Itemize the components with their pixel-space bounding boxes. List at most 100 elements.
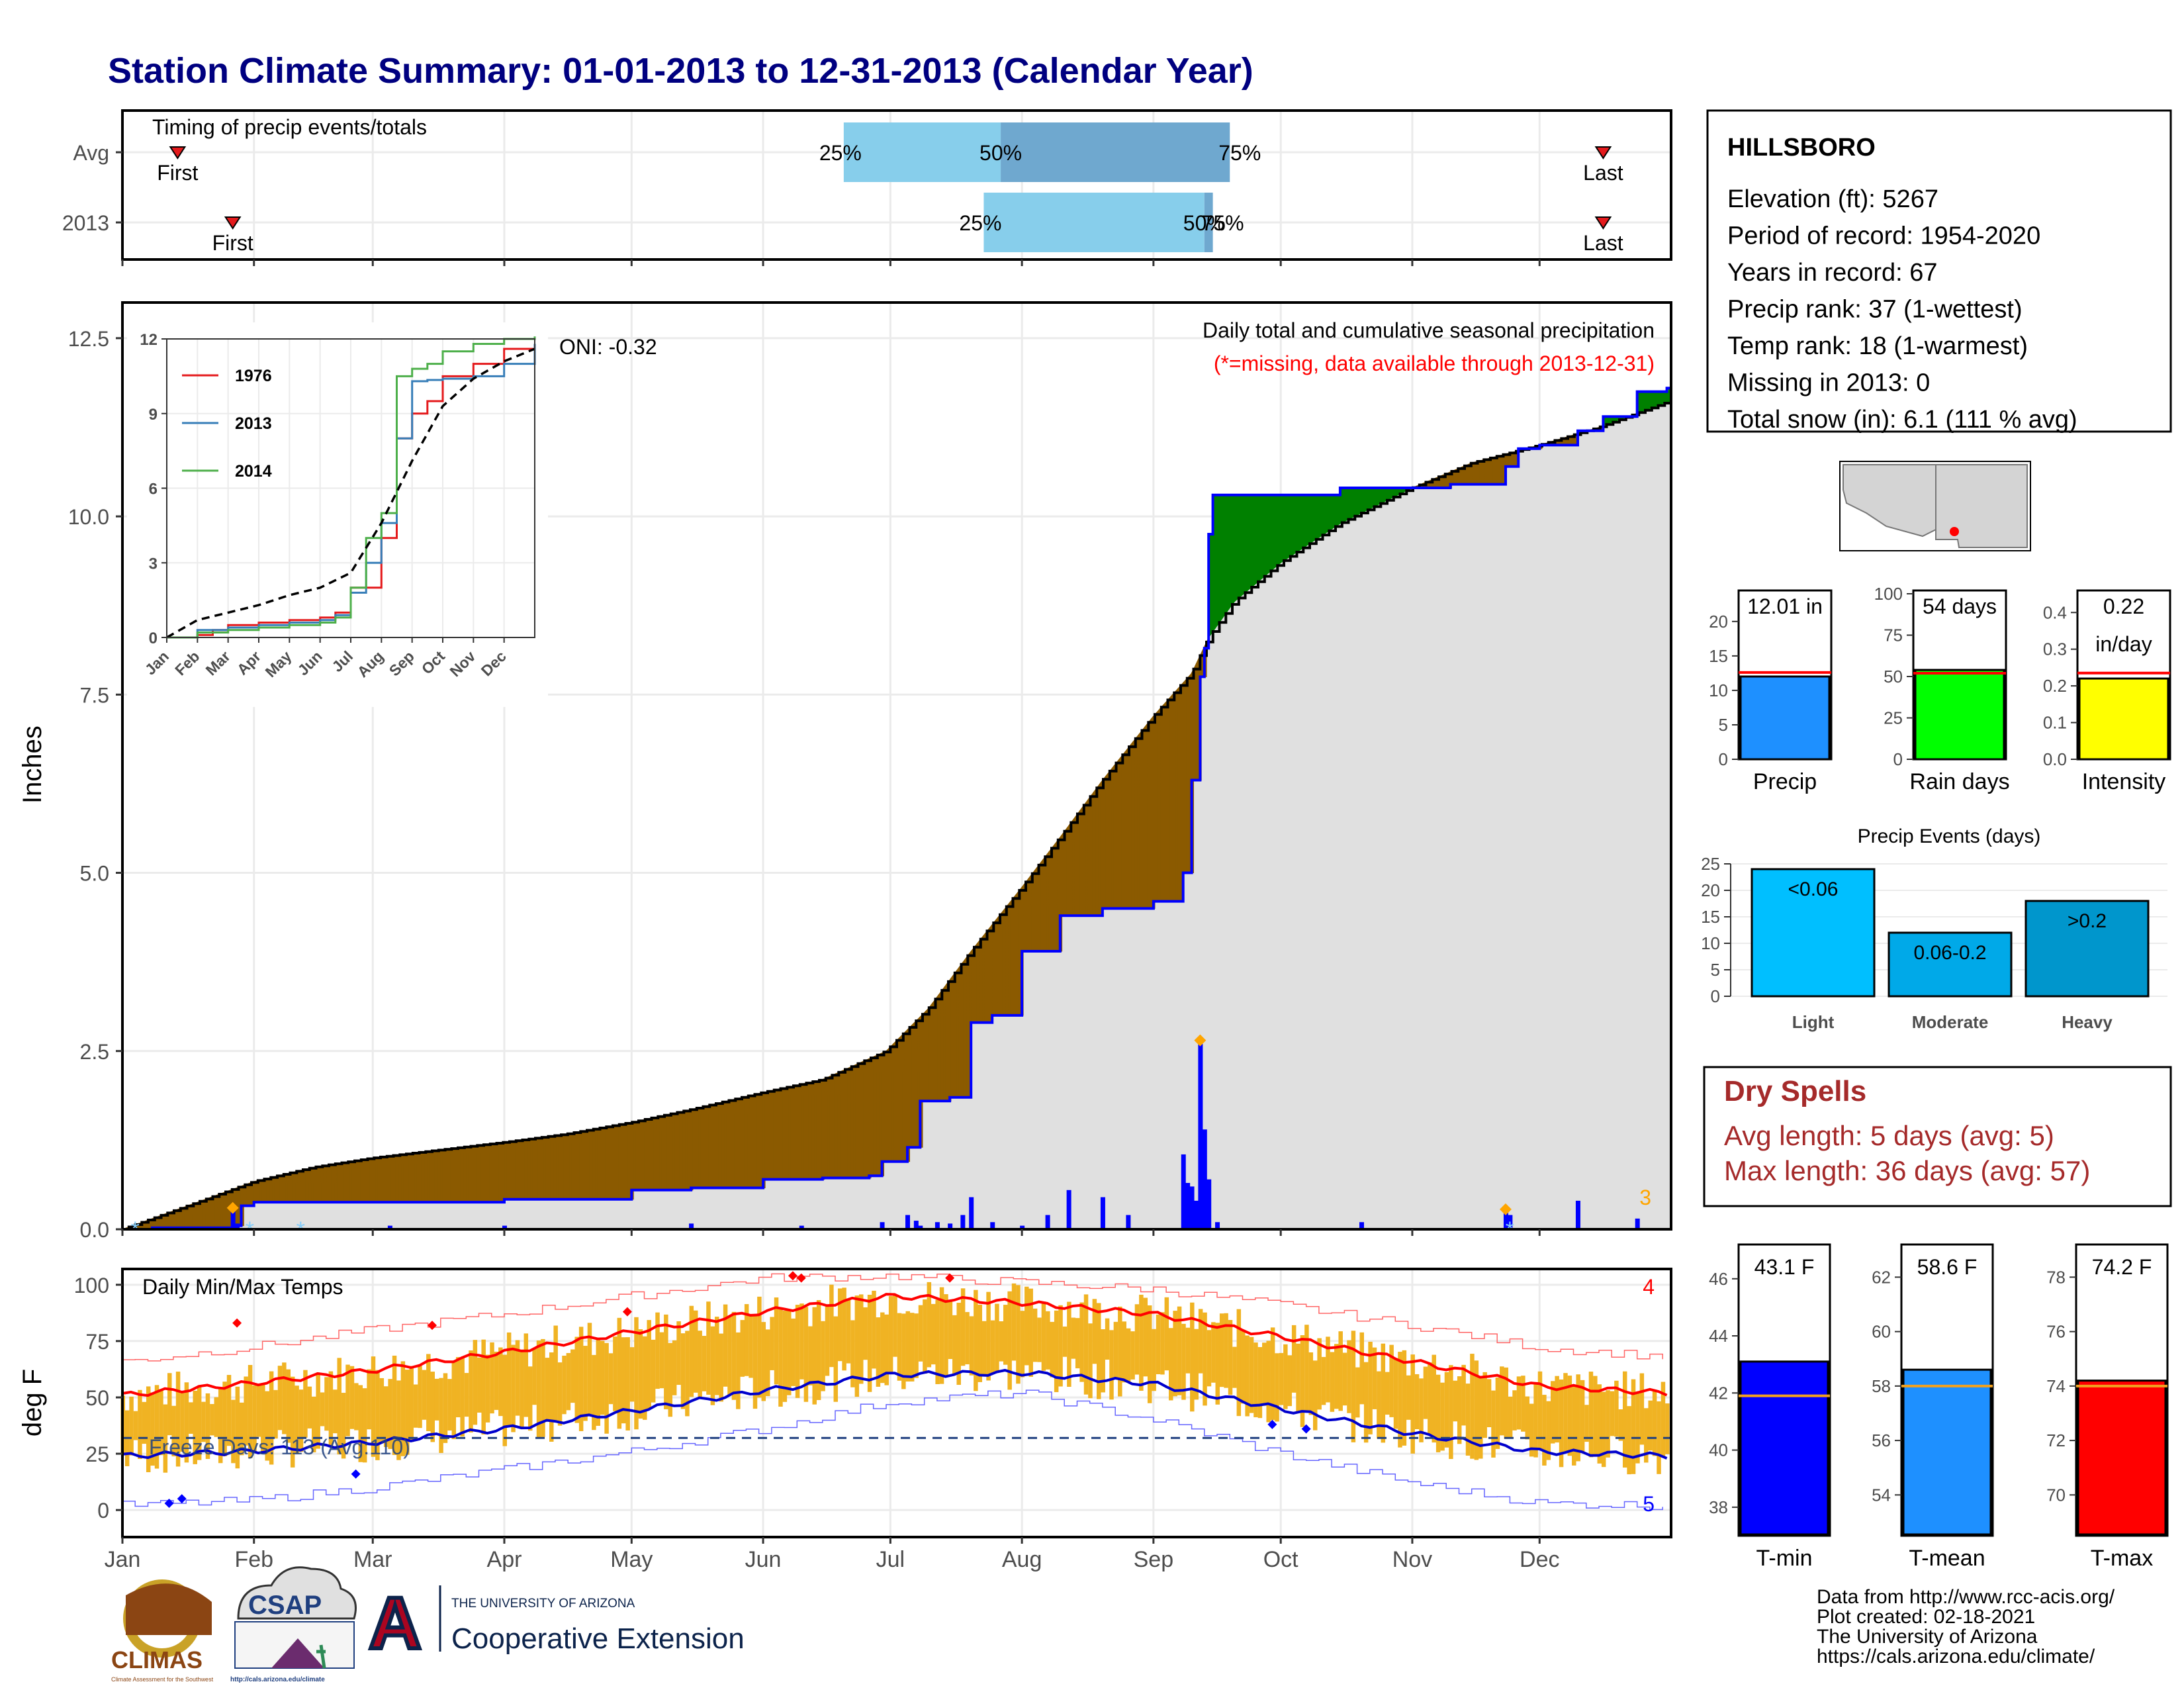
daily-temp-bar xyxy=(1550,1381,1555,1444)
summary-bar-tick-label: 0.0 xyxy=(2043,749,2067,769)
daily-temp-bar xyxy=(1075,1318,1080,1369)
daily-temp-bar xyxy=(1113,1321,1118,1378)
daily-temp-bar xyxy=(1046,1311,1050,1370)
inset-y-tick-label: 3 xyxy=(149,555,158,573)
station-box: HILLSBORO Elevation (ft): 5267 Period of … xyxy=(1706,109,2172,434)
last-event-marker xyxy=(1594,146,1612,160)
daily-temp-bar xyxy=(541,1338,545,1437)
daily-temp-bar xyxy=(816,1300,821,1400)
daily-temp-bar xyxy=(1542,1395,1547,1466)
daily-temp-bar xyxy=(1203,1312,1207,1406)
daily-temp-bar xyxy=(1495,1377,1500,1449)
precip-panel-header: Daily total and cumulative seasonal prec… xyxy=(1203,318,1655,342)
daily-temp-bar xyxy=(502,1354,507,1446)
precip-event-bar xyxy=(1751,868,1876,998)
daily-temp-bar xyxy=(850,1320,855,1387)
daily-precip-bar xyxy=(1100,1197,1105,1229)
daily-temp-bar xyxy=(1601,1391,1606,1468)
temp-x-tick-label: Nov xyxy=(1392,1547,1432,1572)
climas-logo-subtext: Climate Assessment for the Southwest xyxy=(111,1676,214,1683)
daily-temp-bar xyxy=(1479,1378,1483,1459)
daily-temp-bar xyxy=(1347,1340,1351,1413)
daily-temp-bar xyxy=(1249,1336,1254,1413)
timing-panel-frame xyxy=(121,109,1672,261)
temp-x-tick-label: Dec xyxy=(1520,1547,1559,1572)
daily-temp-bar xyxy=(1300,1335,1305,1427)
daily-temp-bar xyxy=(1622,1371,1627,1468)
daily-temp-bar xyxy=(226,1375,232,1446)
daily-temp-bar xyxy=(1521,1376,1525,1432)
daily-temp-bar xyxy=(1423,1366,1428,1419)
temp-bar-tick-label: 56 xyxy=(1872,1430,1891,1450)
dry-spells-max: Max length: 36 days (avg: 57) xyxy=(1724,1155,2090,1186)
dry-spells-avg: Avg length: 5 days (avg: 5) xyxy=(1724,1120,2054,1151)
temp-y-tick-label: 0 xyxy=(97,1499,109,1523)
temp-x-tick-label: Jan xyxy=(105,1547,141,1572)
summary-bar-tick-label: 100 xyxy=(1874,584,1903,604)
daily-temp-bar xyxy=(876,1317,881,1387)
daily-temp-bar xyxy=(277,1366,283,1430)
timing-p25-label: 25% xyxy=(959,211,1001,235)
daily-temp-bar xyxy=(1342,1352,1347,1406)
daily-temp-bar xyxy=(1050,1321,1054,1378)
daily-temp-bar xyxy=(774,1297,779,1385)
daily-temp-bar xyxy=(608,1353,614,1405)
daily-temp-bar xyxy=(1194,1329,1199,1400)
daily-temp-bar xyxy=(413,1384,418,1428)
precip-panel-frame xyxy=(121,301,1672,1231)
daily-temp-bar xyxy=(400,1361,406,1456)
daily-temp-bar xyxy=(1088,1323,1093,1399)
daily-temp-bar xyxy=(1312,1360,1318,1430)
temp-x-tick-label: Sep xyxy=(1134,1547,1174,1572)
precip-event-bar xyxy=(1888,931,2013,998)
daily-temp-bar xyxy=(341,1393,346,1459)
daily-temp-bar xyxy=(1486,1379,1492,1428)
daily-temp-bar xyxy=(557,1362,563,1426)
daily-temp-bar xyxy=(689,1305,694,1397)
inset-series-line xyxy=(167,336,536,639)
temp-x-tick-label: Jul xyxy=(876,1547,905,1572)
summary-bar-value-label: 12.01 in xyxy=(1747,594,1823,618)
locator-map xyxy=(1839,461,2031,551)
temp-y-tick-label: 50 xyxy=(85,1386,109,1410)
daily-temp-bar xyxy=(1648,1400,1653,1451)
daily-temp-bar xyxy=(1007,1291,1012,1390)
daily-temp-bar xyxy=(1215,1323,1220,1405)
daily-temp-bar xyxy=(532,1348,537,1405)
daily-temp-bar xyxy=(536,1340,541,1438)
station-info-line: Missing in 2013: 0 xyxy=(1727,369,1930,397)
precip-y-tick-label: 7.5 xyxy=(80,683,109,707)
csap-mountain-icon xyxy=(271,1638,324,1668)
daily-temp-bar xyxy=(1152,1329,1156,1391)
daily-temp-bar xyxy=(1627,1406,1631,1475)
inset-y-tick-label: 0 xyxy=(149,630,158,647)
daily-temp-bar xyxy=(680,1333,686,1409)
temp-x-tick-label: Feb xyxy=(234,1547,273,1572)
temp-bar-tick-label: 58 xyxy=(1872,1376,1891,1396)
summary-bar-tick-label: 0 xyxy=(1719,749,1728,769)
temp-y-axis-label: deg F xyxy=(18,1369,47,1436)
daily-temp-bar xyxy=(863,1307,868,1360)
timing-iqr-upper-bar xyxy=(1001,122,1230,182)
daily-temp-bar xyxy=(727,1315,732,1395)
daily-temp-bar xyxy=(880,1312,885,1383)
daily-temp-bar xyxy=(914,1313,919,1378)
daily-temp-bar xyxy=(443,1373,448,1443)
daily-temp-bar xyxy=(974,1289,978,1391)
record-low-marker xyxy=(1301,1424,1311,1434)
daily-temp-bar xyxy=(1449,1365,1453,1460)
daily-temp-bar xyxy=(629,1347,635,1402)
temp-summary-bars: 38 40 42 44 46 43.1 F T-min 54 56 58 60 62 58.6 F T-m… xyxy=(1709,1243,2169,1571)
daily-temp-bar xyxy=(935,1299,940,1384)
credit-line-data: Data from http://www.rcc-acis.org/ xyxy=(1817,1586,2115,1608)
daily-temp-bar xyxy=(1118,1306,1122,1397)
daily-temp-bar xyxy=(1283,1344,1288,1409)
summary-bar-tick-label: 0.2 xyxy=(2043,676,2067,696)
record-min-line xyxy=(122,1389,1663,1511)
daily-temp-bar xyxy=(1482,1372,1487,1438)
station-info-line: Period of record: 1954-2020 xyxy=(1727,222,2040,250)
inset-legend-label: 2013 xyxy=(235,414,272,433)
record-low-count: 5 xyxy=(1643,1492,1655,1516)
daily-temp-bar xyxy=(511,1344,516,1432)
daily-temp-bar xyxy=(307,1386,312,1429)
